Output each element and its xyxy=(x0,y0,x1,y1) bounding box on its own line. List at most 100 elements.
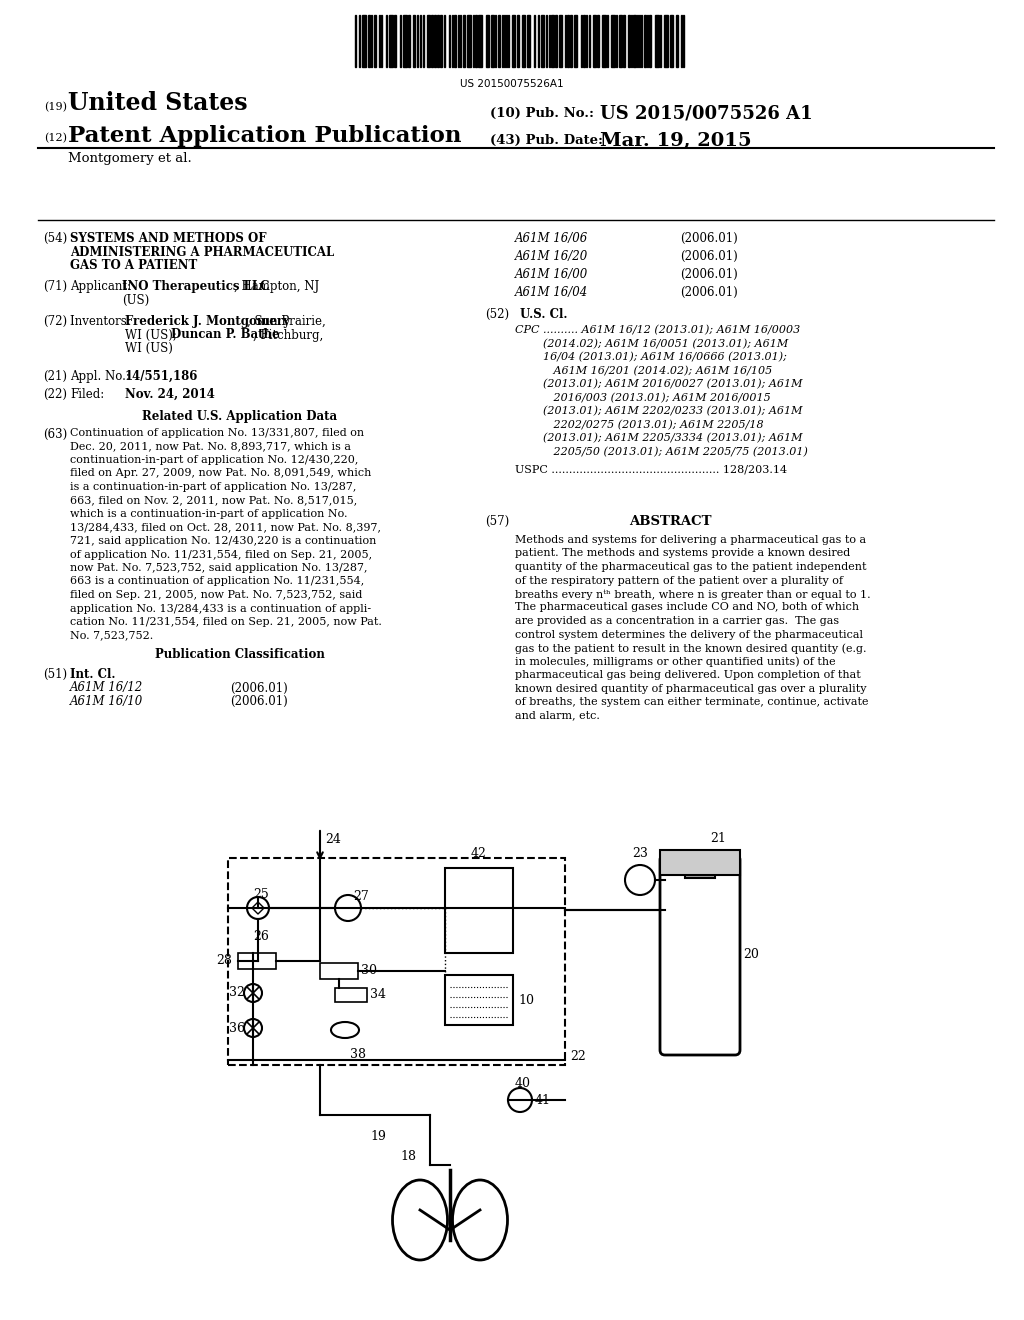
Bar xyxy=(623,15,625,67)
Text: (10) Pub. No.:: (10) Pub. No.: xyxy=(490,107,594,120)
Bar xyxy=(238,953,276,969)
Text: filed on Apr. 27, 2009, now Pat. No. 8,091,549, which: filed on Apr. 27, 2009, now Pat. No. 8,0… xyxy=(70,469,372,479)
Bar xyxy=(437,15,439,67)
Text: , Fitchburg,: , Fitchburg, xyxy=(253,329,324,342)
Text: (63): (63) xyxy=(43,428,68,441)
Text: (12): (12) xyxy=(44,133,67,143)
Bar xyxy=(498,15,500,67)
Text: No. 7,523,752.: No. 7,523,752. xyxy=(70,631,154,640)
Bar xyxy=(440,15,442,67)
Text: Mar. 19, 2015: Mar. 19, 2015 xyxy=(600,132,752,150)
Text: (2006.01): (2006.01) xyxy=(230,681,288,694)
Text: The pharmaceutical gases include CO and NO, both of which: The pharmaceutical gases include CO and … xyxy=(515,602,859,612)
Text: 14/551,186: 14/551,186 xyxy=(125,370,199,383)
Text: Inventors:: Inventors: xyxy=(70,315,134,327)
Text: Continuation of application No. 13/331,807, filed on: Continuation of application No. 13/331,8… xyxy=(70,428,365,438)
Bar xyxy=(618,15,622,67)
Bar xyxy=(551,15,554,67)
Text: , Hampton, NJ: , Hampton, NJ xyxy=(234,280,319,293)
Text: 24: 24 xyxy=(325,833,341,846)
Bar xyxy=(478,15,482,67)
Text: Dec. 20, 2011, now Pat. No. 8,893,717, which is a: Dec. 20, 2011, now Pat. No. 8,893,717, w… xyxy=(70,441,351,451)
Text: (2013.01); A61M 2202/0233 (2013.01); A61M: (2013.01); A61M 2202/0233 (2013.01); A61… xyxy=(515,407,803,416)
Text: (2013.01); A61M 2205/3334 (2013.01); A61M: (2013.01); A61M 2205/3334 (2013.01); A61… xyxy=(515,433,803,444)
Bar xyxy=(570,15,572,67)
Text: (US): (US) xyxy=(122,293,150,306)
Text: U.S. Cl.: U.S. Cl. xyxy=(520,308,567,321)
Text: (2006.01): (2006.01) xyxy=(680,286,737,300)
Text: (52): (52) xyxy=(485,308,509,321)
Bar xyxy=(670,15,673,67)
Bar xyxy=(628,15,630,67)
Text: Nov. 24, 2014: Nov. 24, 2014 xyxy=(125,388,215,401)
Text: GAS TO A PATIENT: GAS TO A PATIENT xyxy=(70,259,198,272)
Text: Filed:: Filed: xyxy=(70,388,104,401)
Text: (43) Pub. Date:: (43) Pub. Date: xyxy=(490,135,603,147)
Text: (2013.01); A61M 2016/0027 (2013.01); A61M: (2013.01); A61M 2016/0027 (2013.01); A61… xyxy=(515,379,803,389)
Text: (2006.01): (2006.01) xyxy=(680,268,737,281)
Bar xyxy=(512,15,515,67)
Text: of application No. 11/231,554, filed on Sep. 21, 2005,: of application No. 11/231,554, filed on … xyxy=(70,549,372,560)
Bar xyxy=(541,15,544,67)
Bar xyxy=(527,15,530,67)
Bar xyxy=(633,15,636,67)
Bar xyxy=(408,15,410,67)
Bar xyxy=(374,15,376,67)
Text: US 20150075526A1: US 20150075526A1 xyxy=(460,79,564,88)
Bar xyxy=(692,851,708,863)
Text: United States: United States xyxy=(68,91,248,115)
Text: 32: 32 xyxy=(229,986,245,999)
Text: Methods and systems for delivering a pharmaceutical gas to a: Methods and systems for delivering a pha… xyxy=(515,535,866,545)
Text: (2006.01): (2006.01) xyxy=(680,249,737,263)
Text: in molecules, milligrams or other quantified units) of the: in molecules, milligrams or other quanti… xyxy=(515,656,836,667)
Text: Frederick J. Montgomery: Frederick J. Montgomery xyxy=(125,315,290,327)
Bar xyxy=(431,15,433,67)
Bar xyxy=(445,869,513,953)
Text: 36: 36 xyxy=(229,1022,245,1035)
Text: (22): (22) xyxy=(43,388,67,401)
Bar xyxy=(434,15,436,67)
Bar xyxy=(574,15,577,67)
Bar xyxy=(427,15,430,67)
Text: 28: 28 xyxy=(216,954,231,968)
Text: are provided as a concentration in a carrier gas.  The gas: are provided as a concentration in a car… xyxy=(515,616,839,626)
Bar xyxy=(490,15,494,67)
Text: known desired quantity of pharmaceutical gas over a plurality: known desired quantity of pharmaceutical… xyxy=(515,684,866,693)
Bar xyxy=(335,987,367,1002)
Text: 13/284,433, filed on Oct. 28, 2011, now Pat. No. 8,397,: 13/284,433, filed on Oct. 28, 2011, now … xyxy=(70,523,381,532)
Text: 2202/0275 (2013.01); A61M 2205/18: 2202/0275 (2013.01); A61M 2205/18 xyxy=(515,420,764,430)
Text: 21: 21 xyxy=(710,832,726,845)
Text: Publication Classification: Publication Classification xyxy=(155,648,325,661)
Text: Montgomery et al.: Montgomery et al. xyxy=(68,152,191,165)
Bar xyxy=(445,975,513,1026)
Text: now Pat. No. 7,523,752, said application No. 13/287,: now Pat. No. 7,523,752, said application… xyxy=(70,564,368,573)
Text: 27: 27 xyxy=(353,890,369,903)
Text: (21): (21) xyxy=(43,370,67,383)
Bar xyxy=(583,15,585,67)
Bar xyxy=(660,850,740,875)
Text: 18: 18 xyxy=(400,1150,416,1163)
Text: (2006.01): (2006.01) xyxy=(230,696,288,708)
Text: 20: 20 xyxy=(743,949,759,961)
Text: cation No. 11/231,554, filed on Sep. 21, 2005, now Pat.: cation No. 11/231,554, filed on Sep. 21,… xyxy=(70,616,382,627)
Text: (19): (19) xyxy=(44,102,67,112)
Bar xyxy=(319,964,358,979)
Text: breaths every nᵗʰ breath, where n is greater than or equal to 1.: breaths every nᵗʰ breath, where n is gre… xyxy=(515,589,870,599)
Text: 663, filed on Nov. 2, 2011, now Pat. No. 8,517,015,: 663, filed on Nov. 2, 2011, now Pat. No.… xyxy=(70,495,357,506)
Text: gas to the patient to result in the known desired quantity (e.g.: gas to the patient to result in the know… xyxy=(515,643,866,653)
Text: A61M 16/12: A61M 16/12 xyxy=(70,681,143,694)
Text: continuation-in-part of application No. 12/430,220,: continuation-in-part of application No. … xyxy=(70,455,358,465)
Text: Related U.S. Application Data: Related U.S. Application Data xyxy=(142,411,338,422)
Text: Appl. No.:: Appl. No.: xyxy=(70,370,133,383)
Bar xyxy=(685,861,715,878)
Text: 19: 19 xyxy=(370,1130,386,1143)
Bar xyxy=(228,858,565,1065)
Bar xyxy=(454,15,456,67)
Text: 25: 25 xyxy=(253,888,268,902)
Bar xyxy=(655,15,659,67)
Text: 2205/50 (2013.01); A61M 2205/75 (2013.01): 2205/50 (2013.01); A61M 2205/75 (2013.01… xyxy=(515,446,808,457)
Text: and alarm, etc.: and alarm, etc. xyxy=(515,710,600,721)
Text: 721, said application No. 12/430,220 is a continuation: 721, said application No. 12/430,220 is … xyxy=(70,536,377,546)
Text: (72): (72) xyxy=(43,315,68,327)
Bar xyxy=(463,15,465,67)
